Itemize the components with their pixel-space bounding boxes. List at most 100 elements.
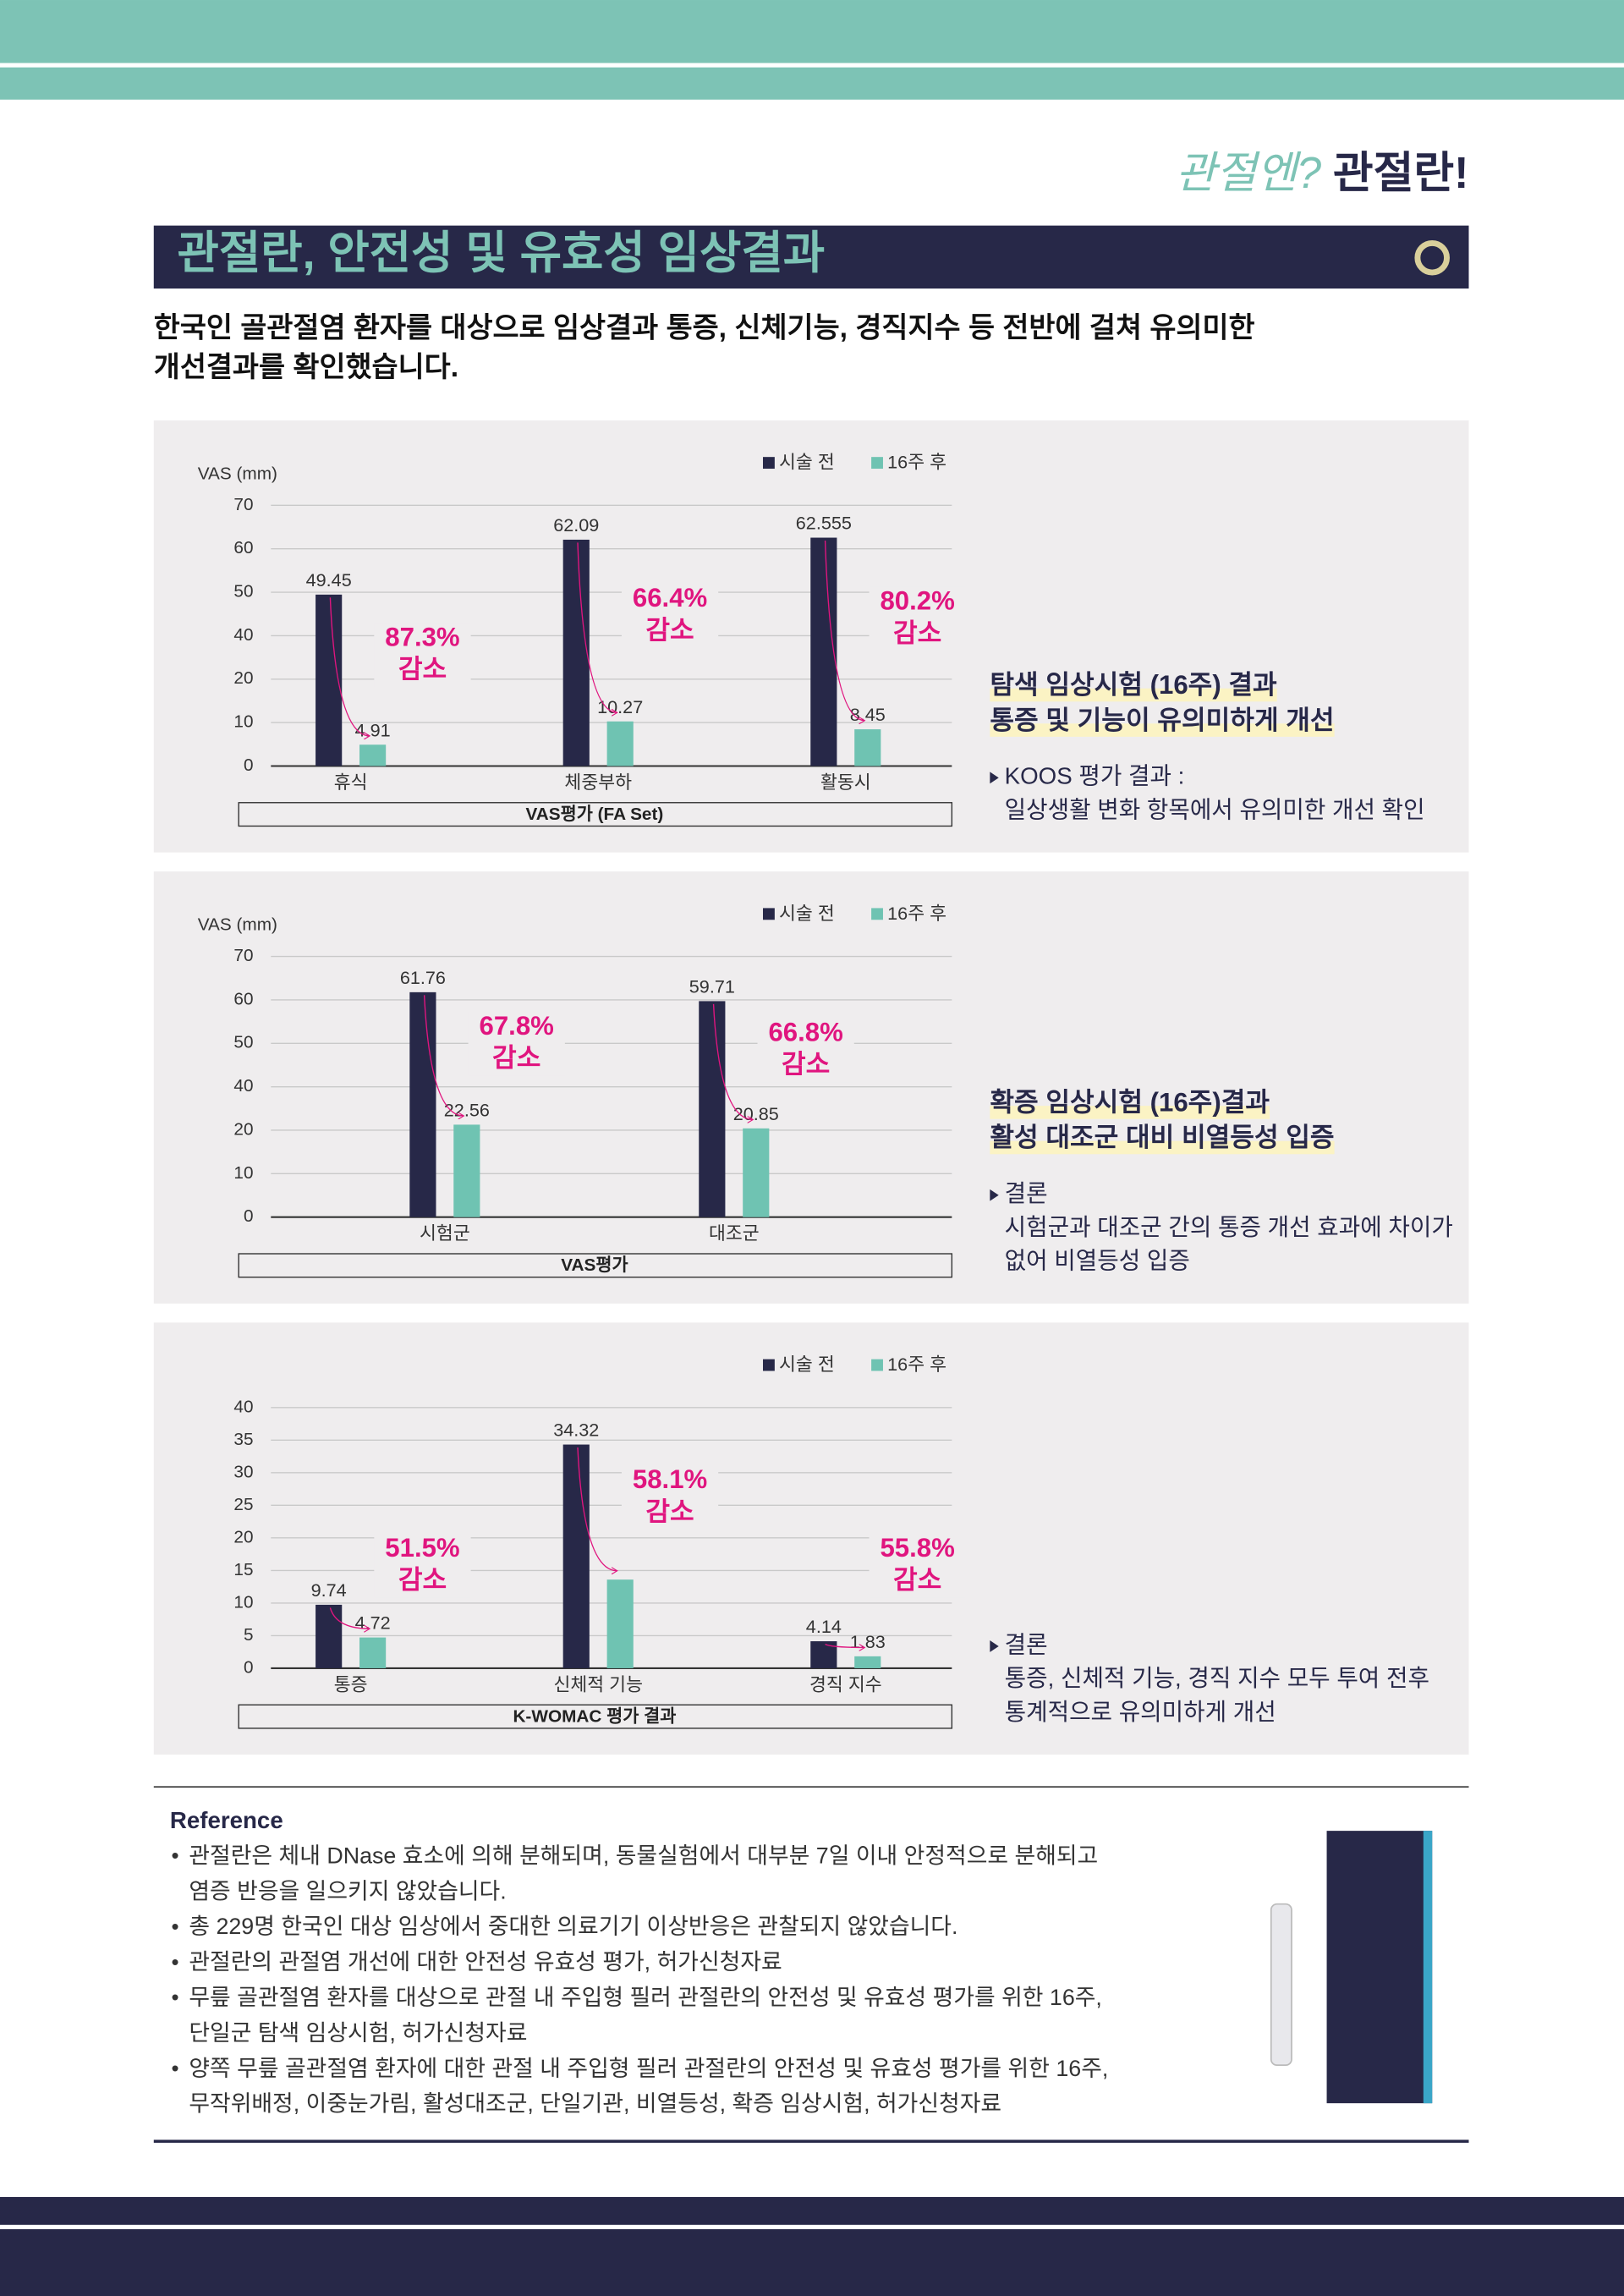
reference-item: 무작위배정, 이중눈가림, 활성대조군, 단일기관, 비열등성, 확증 임상시험…	[189, 2091, 1001, 2117]
footer-stripe	[0, 2224, 1624, 2230]
product-box	[1326, 1831, 1433, 2104]
bullet	[990, 1189, 999, 1201]
panel-note: 없어 비열등성 입증	[1005, 1248, 1190, 1274]
annotation-percent: 51.5%	[385, 1533, 459, 1563]
reduction-arrow	[329, 597, 370, 736]
annotation-bg	[757, 1018, 854, 1083]
panel-note: KOOS 평가 결과 :	[1005, 763, 1185, 789]
annotation-percent: 80.2%	[880, 586, 954, 616]
value-label: 49.45	[306, 569, 352, 590]
legend-swatch	[871, 1359, 883, 1371]
value-label: 62.09	[553, 514, 599, 536]
syringe	[1270, 1903, 1292, 2066]
bar	[359, 1637, 387, 1668]
bar	[315, 1604, 343, 1668]
top-band	[0, 0, 1624, 100]
x-tick-label: 활동시	[820, 772, 871, 793]
reduction-arrow	[423, 995, 464, 1116]
annotation-bg	[869, 1533, 966, 1598]
footer-band	[0, 2196, 1624, 2296]
reduction-arrow	[577, 1447, 617, 1571]
logo	[1414, 239, 1450, 276]
y-tick-label: 10	[233, 1592, 253, 1612]
x-tick-label: 신체적 기능	[553, 1673, 642, 1695]
y-tick-label: 30	[233, 1462, 253, 1481]
panel-note: 시험군과 대조군 간의 통증 개선 효과에 차이가	[1005, 1214, 1453, 1240]
highlight	[990, 1106, 1270, 1119]
legend-label: 16주 후	[887, 452, 946, 473]
value-label: 61.76	[400, 967, 446, 988]
bar	[854, 729, 881, 766]
y-tick-label: 25	[233, 1495, 253, 1514]
panel-note: 결론	[1005, 1180, 1048, 1206]
x-tick-label: 경직 지수	[809, 1673, 882, 1695]
y-tick-label: 50	[233, 1033, 253, 1052]
annotation-text: 감소	[893, 618, 941, 648]
value-label: 20.85	[733, 1103, 779, 1124]
reference-bullet: •	[172, 2056, 179, 2081]
subtitle: 개선결과를 확인했습니다.	[154, 351, 458, 383]
legend-swatch	[763, 908, 775, 920]
value-label: 4.14	[806, 1616, 842, 1637]
reduction-arrow	[712, 1003, 754, 1120]
panel-heading: 활성 대조군 대비 비열등성 입증	[990, 1123, 1334, 1152]
bar	[699, 1001, 726, 1217]
x-axis-label: K-WOMAC 평가 결과	[513, 1706, 676, 1726]
x-axis-label: VAS평가 (FA Set)	[525, 805, 663, 824]
x-tick-label: 통증	[334, 1673, 368, 1695]
tagline-script: 관절엔?	[1176, 148, 1321, 197]
legend-label: 시술 전	[779, 1354, 835, 1375]
legend-label: 시술 전	[779, 452, 835, 473]
value-label: 62.555	[796, 513, 852, 534]
x-axis-box	[238, 1253, 953, 1278]
panel	[153, 871, 1469, 1304]
x-tick-label: 체중부하	[564, 772, 632, 793]
y-tick-label: 40	[233, 1397, 253, 1416]
y-tick-label: 60	[233, 989, 253, 1008]
legend-swatch	[871, 457, 883, 470]
annotation-text: 감소	[893, 1565, 941, 1595]
panel-heading: 탐색 임상시험 (16주) 결과	[990, 670, 1277, 700]
reference-item: 총 229명 한국인 대상 임상에서 중대한 의료기기 이상반응은 관찰되지 않…	[189, 1914, 957, 1939]
y-tick-label: 0	[244, 1657, 254, 1677]
legend-swatch	[871, 908, 883, 920]
reference-item: 양쪽 무릎 골관절염 환자에 대한 관절 내 주입형 필러 관절란의 안전성 및…	[189, 2056, 1108, 2081]
y-tick-label: 20	[233, 1119, 253, 1139]
annotation-text: 감소	[398, 1565, 447, 1595]
reference-bullet: •	[172, 1949, 179, 1975]
annotation-bg	[374, 623, 471, 688]
title-bar	[153, 225, 1469, 289]
y-tick-label: 15	[233, 1560, 253, 1579]
y-tick-label: 5	[244, 1625, 254, 1645]
value-label: 4.72	[355, 1612, 391, 1634]
panel-note: 결론	[1005, 1631, 1048, 1657]
annotation-bg	[621, 1464, 719, 1530]
legend-swatch	[763, 457, 775, 470]
reference-item: 관절란의 관절염 개선에 대한 안전성 유효성 평가, 허가신청자료	[189, 1949, 782, 1975]
y-tick-label: 10	[233, 1163, 253, 1183]
y-tick-label: 20	[233, 668, 253, 688]
reference-title: Reference	[170, 1807, 283, 1833]
panel-note: 통계적으로 유의미하게 개선	[1005, 1699, 1276, 1725]
reference-item: 무릎 골관절염 환자를 대상으로 관절 내 주입형 필러 관절란의 안전성 및 …	[189, 1985, 1102, 2010]
panel-heading: 확증 임상시험 (16주)결과	[990, 1088, 1270, 1118]
annotation-percent: 55.8%	[880, 1533, 954, 1563]
reduction-arrow	[824, 540, 865, 721]
bar	[606, 721, 634, 766]
value-label: 9.74	[311, 1579, 347, 1601]
highlight	[990, 688, 1277, 702]
value-label: 34.32	[553, 1420, 599, 1441]
bar	[562, 1444, 590, 1668]
annotation-percent: 66.8%	[768, 1017, 842, 1046]
reference-bullet: •	[172, 1843, 179, 1868]
reference-item: 단일군 탐색 임상시험, 허가신청자료	[189, 2020, 527, 2046]
annotation-text: 감소	[782, 1050, 830, 1079]
reference-item: 염증 반응을 일으키지 않았습니다.	[189, 1878, 506, 1903]
legend-label: 시술 전	[779, 903, 835, 924]
annotation-bg	[869, 586, 966, 651]
annotation-text: 감소	[398, 655, 447, 684]
tagline: 관절엔? 관절란!	[1176, 148, 1469, 197]
y-tick-label: 20	[233, 1527, 253, 1546]
legend-label: 16주 후	[887, 903, 946, 924]
x-axis-box	[238, 802, 953, 827]
